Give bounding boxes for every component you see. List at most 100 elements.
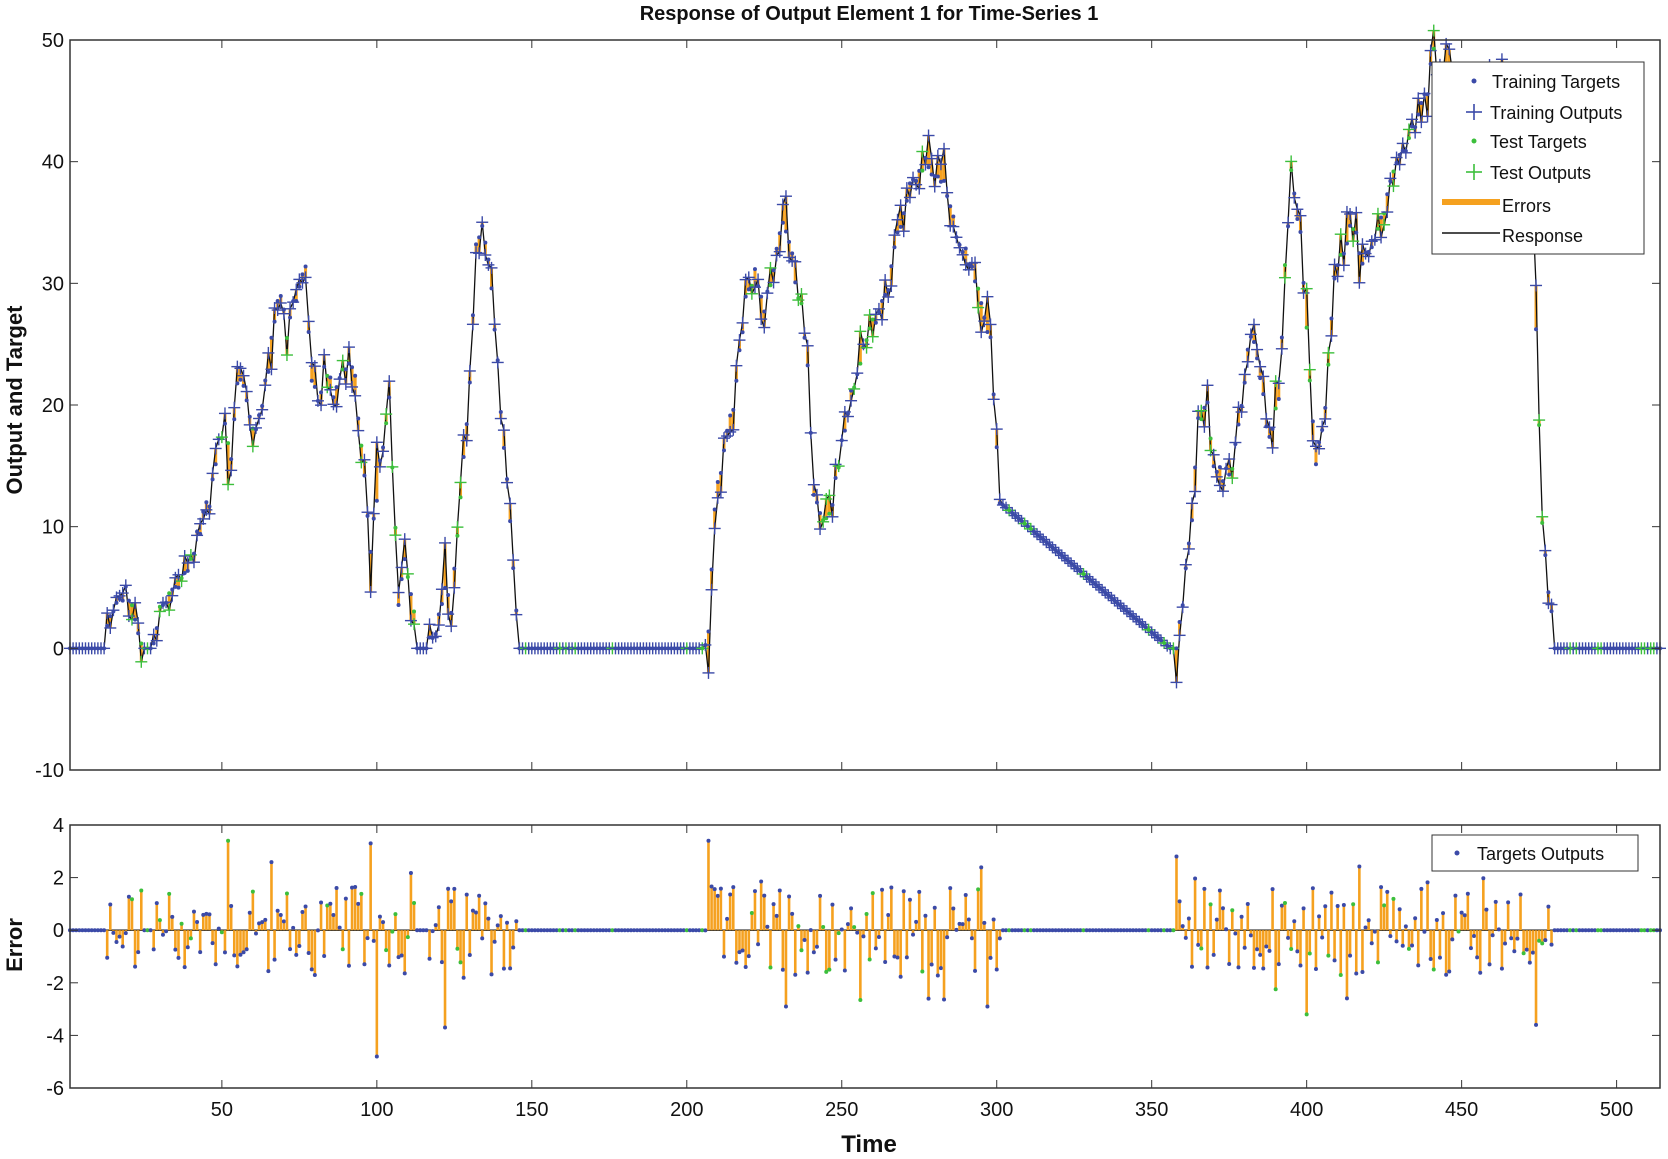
training-output-marker	[209, 442, 222, 455]
legend-top: Training Targets Training Outputs Test T…	[1431, 61, 1645, 255]
error-point	[852, 925, 857, 930]
error-point	[845, 922, 850, 927]
training-output-marker	[473, 247, 486, 260]
error-point	[123, 931, 128, 936]
error-point	[1351, 902, 1356, 907]
error-point	[362, 962, 367, 967]
error-point	[167, 891, 172, 896]
error-point	[756, 942, 761, 947]
training-output-marker	[876, 313, 889, 326]
error-point	[1177, 899, 1182, 904]
error-point	[836, 931, 841, 936]
training-target-marker	[1152, 633, 1157, 638]
training-target-marker	[1189, 518, 1194, 523]
error-point	[613, 928, 618, 933]
error-point	[1596, 928, 1601, 933]
error-point	[452, 886, 457, 891]
training-target-marker	[839, 438, 844, 443]
error-point	[663, 928, 668, 933]
training-target-marker	[718, 470, 723, 475]
training-output-marker	[845, 394, 858, 407]
training-target-marker	[731, 407, 736, 412]
training-target-marker	[399, 577, 404, 582]
error-point	[1357, 864, 1362, 869]
training-target-marker	[740, 330, 745, 335]
error-point	[421, 928, 426, 933]
training-target-marker	[191, 551, 196, 556]
error-point	[1118, 928, 1123, 933]
error-point	[783, 1004, 788, 1009]
training-target-marker	[1286, 224, 1291, 229]
training-target-marker	[715, 479, 720, 484]
error-point	[1614, 928, 1619, 933]
training-output-marker	[1406, 113, 1419, 126]
error-point	[740, 948, 745, 953]
error-point	[687, 928, 692, 933]
error-point	[1093, 928, 1098, 933]
error-point	[1512, 949, 1517, 954]
error-point	[1394, 939, 1399, 944]
error-point	[700, 928, 705, 933]
error-point	[1524, 947, 1529, 952]
error-point	[402, 971, 407, 976]
error-point	[1329, 890, 1334, 895]
training-output-marker	[727, 423, 740, 436]
training-target-marker	[880, 298, 885, 303]
error-point	[1410, 943, 1415, 948]
training-target-marker	[969, 264, 974, 269]
error-point	[709, 884, 714, 889]
training-output-marker	[1319, 412, 1332, 425]
x-axis-label: Time	[841, 1131, 897, 1158]
error-point	[880, 887, 885, 892]
error-point	[427, 956, 432, 961]
error-point	[1484, 907, 1489, 912]
training-target-marker	[1329, 316, 1334, 321]
legend-label-training-outputs: Training Outputs	[1490, 103, 1622, 123]
training-target-marker	[1062, 556, 1067, 561]
training-output-marker	[218, 407, 231, 420]
error-point	[752, 889, 757, 894]
error-point	[408, 870, 413, 875]
test-output-marker	[972, 301, 985, 314]
training-target-marker	[845, 411, 850, 416]
training-output-marker	[913, 182, 926, 195]
training-output-marker	[373, 460, 386, 473]
error-point	[371, 938, 376, 943]
training-target-marker	[957, 242, 962, 247]
x-tick-label: 250	[825, 1099, 858, 1121]
training-output-marker	[448, 581, 461, 594]
training-output-marker	[755, 313, 768, 326]
error-point	[532, 928, 537, 933]
error-point	[907, 897, 912, 902]
training-target-marker	[1155, 635, 1160, 640]
training-target-marker	[381, 445, 386, 450]
test-target-marker	[340, 367, 345, 372]
error-point	[678, 928, 683, 933]
error-point	[920, 969, 925, 974]
error-point	[1530, 950, 1535, 955]
training-output-marker	[810, 488, 823, 501]
error-point	[1431, 967, 1436, 972]
error-point	[412, 900, 417, 905]
training-target-marker	[374, 498, 379, 503]
error-point	[864, 912, 869, 917]
training-output-marker	[463, 364, 476, 377]
error-point	[343, 896, 348, 901]
training-output-marker	[339, 378, 352, 391]
training-target-marker	[1019, 518, 1024, 523]
training-target-marker	[1354, 230, 1359, 235]
y-tick-label-top: 50	[42, 30, 64, 52]
training-output-marker	[708, 522, 721, 535]
error-point	[551, 928, 556, 933]
response-plot: Response of Output Element 1 for Time-Se…	[2, 3, 1666, 782]
error-point	[266, 969, 271, 974]
training-target-marker	[1047, 542, 1052, 547]
error-point	[938, 966, 943, 971]
error-point	[684, 928, 689, 933]
training-target-marker	[759, 294, 764, 299]
training-output-marker	[1247, 318, 1260, 331]
training-output-marker	[129, 596, 142, 609]
training-target-marker	[154, 626, 159, 631]
training-target-marker	[1010, 510, 1015, 515]
error-point	[1320, 935, 1325, 940]
